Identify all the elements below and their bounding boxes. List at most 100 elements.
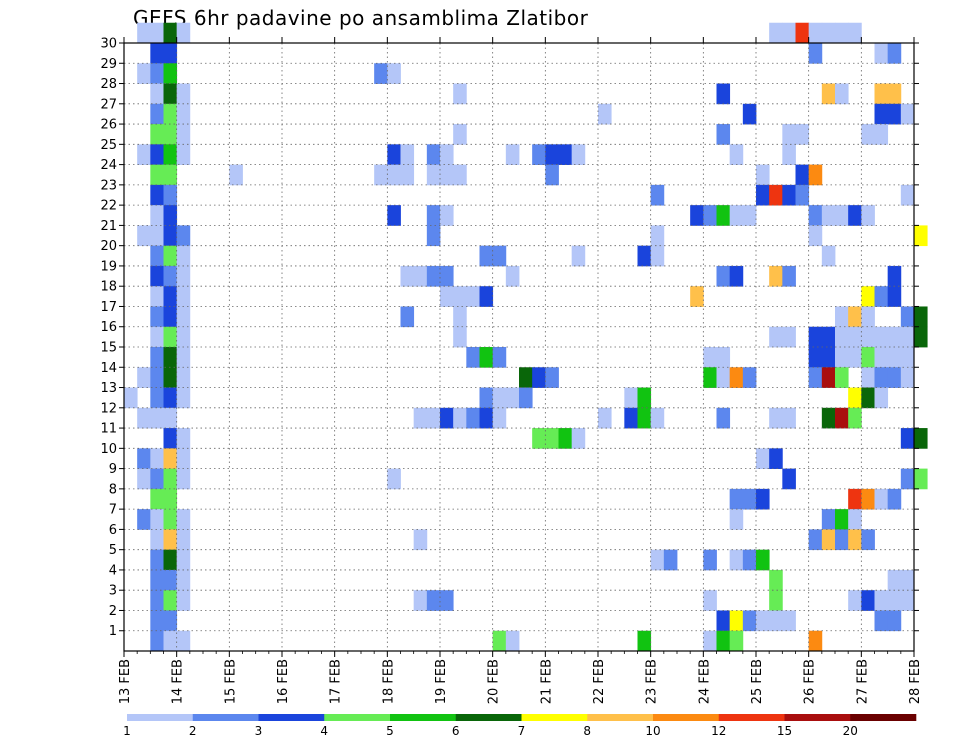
heatmap-cell (137, 63, 151, 84)
heatmap-cell (742, 103, 757, 125)
heatmap-cell (716, 205, 731, 226)
heatmap-cell (163, 144, 178, 165)
heatmap-cell (163, 488, 178, 510)
heatmap-cell (519, 367, 533, 388)
heatmap-cell (176, 468, 191, 490)
heatmap-cell (150, 448, 164, 469)
heatmap-cell (150, 488, 164, 510)
heatmap-cell (900, 184, 915, 206)
heatmap-cell (176, 509, 191, 530)
heatmap-cell (848, 590, 862, 611)
heatmap-cell (440, 205, 454, 226)
heatmap-cell (808, 205, 823, 226)
heatmap-cell (848, 326, 862, 348)
y-tick-label: 30 (100, 37, 117, 52)
x-tick-label: 26 FEB (803, 659, 818, 704)
heatmap-cell (861, 387, 875, 409)
heatmap-cell (163, 103, 178, 125)
heatmap-cell (795, 184, 810, 206)
heatmap-cell (150, 103, 164, 125)
heatmap-cell (874, 590, 889, 611)
heatmap-cell (650, 407, 665, 429)
heatmap-cell (874, 83, 889, 105)
y-tick-label: 22 (100, 199, 117, 214)
heatmap-cell (453, 306, 467, 328)
heatmap-cell (729, 549, 744, 571)
heatmap-cell (387, 205, 401, 226)
heatmap-cell (163, 569, 178, 591)
x-tick-label: 20 FEB (487, 659, 502, 704)
heatmap-cell (874, 387, 889, 409)
heatmap-cell (137, 448, 151, 469)
heatmap-cell (782, 326, 796, 348)
heatmap-cell (479, 245, 494, 267)
x-tick-label: 23 FEB (645, 659, 660, 704)
heatmap-cell (163, 428, 178, 449)
heatmap-cell (887, 569, 902, 591)
heatmap-cell (466, 286, 480, 307)
heatmap-cell (176, 569, 191, 591)
heatmap-cell (821, 367, 836, 388)
heatmap-cell (887, 590, 902, 611)
heatmap-cell (756, 164, 770, 186)
heatmap-cell (716, 407, 731, 429)
heatmap-cell (650, 549, 665, 571)
heatmap-cell (848, 488, 862, 510)
heatmap-cell (861, 367, 875, 388)
colorbar-swatch (258, 714, 325, 721)
heatmap-cell (163, 225, 178, 247)
heatmap-cell (545, 428, 559, 449)
heatmap-cell (742, 205, 757, 226)
heatmap-cell (769, 569, 783, 591)
colorbar-swatch (653, 714, 720, 721)
heatmap-cell (176, 225, 191, 247)
heatmap-cell (387, 164, 401, 186)
heatmap-cell (150, 225, 164, 247)
heatmap-cell (150, 468, 164, 490)
heatmap-cell (874, 488, 889, 510)
colorbar-swatch (521, 714, 588, 721)
y-tick-label: 10 (100, 442, 117, 457)
heatmap-cell (874, 367, 889, 388)
colorbar-swatch (192, 714, 259, 721)
heatmap-cell (163, 448, 178, 469)
y-tick-label: 28 (100, 77, 117, 92)
heatmap-cell (742, 610, 757, 632)
heatmap-cell (124, 387, 138, 409)
heatmap-cell (887, 103, 902, 125)
heatmap-cell (900, 347, 915, 368)
heatmap-cells (124, 22, 928, 652)
heatmap-cell (835, 509, 849, 530)
x-tick-label: 28 FEB (908, 659, 923, 704)
heatmap-cell (861, 488, 875, 510)
y-tick-label: 15 (100, 341, 117, 356)
heatmap-cell (440, 164, 454, 186)
heatmap-cell (163, 184, 178, 206)
y-tick-label: 14 (100, 361, 117, 376)
heatmap-cell (703, 590, 717, 611)
heatmap-cell (887, 347, 902, 368)
colorbar-label: 10 (645, 724, 660, 738)
y-axis: 1234567891011121314151617181920212223242… (100, 37, 919, 639)
heatmap-cell (716, 630, 731, 652)
heatmap-cell (808, 22, 823, 44)
heatmap-cell (835, 367, 849, 388)
heatmap-cell (426, 225, 441, 247)
heatmap-cell (874, 347, 889, 368)
heatmap-cell (374, 63, 388, 84)
heatmap-cell (176, 265, 191, 287)
heatmap-cell (492, 245, 507, 267)
colorbar-label: 15 (777, 724, 792, 738)
heatmap-cell (900, 428, 915, 449)
heatmap-cell (808, 529, 823, 551)
heatmap-cell (874, 124, 889, 145)
heatmap-cell (769, 448, 783, 469)
heatmap-cell (150, 549, 164, 571)
heatmap-cell (756, 549, 770, 571)
heatmap-cell (176, 286, 191, 307)
heatmap-cell (914, 306, 928, 328)
heatmap-cell (703, 549, 717, 571)
heatmap-cell (163, 509, 178, 530)
heatmap-cell (492, 630, 507, 652)
heatmap-cell (176, 630, 191, 652)
